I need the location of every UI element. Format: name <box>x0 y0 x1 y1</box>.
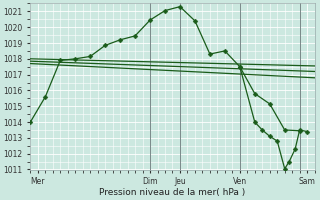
X-axis label: Pression niveau de la mer( hPa ): Pression niveau de la mer( hPa ) <box>100 188 246 197</box>
